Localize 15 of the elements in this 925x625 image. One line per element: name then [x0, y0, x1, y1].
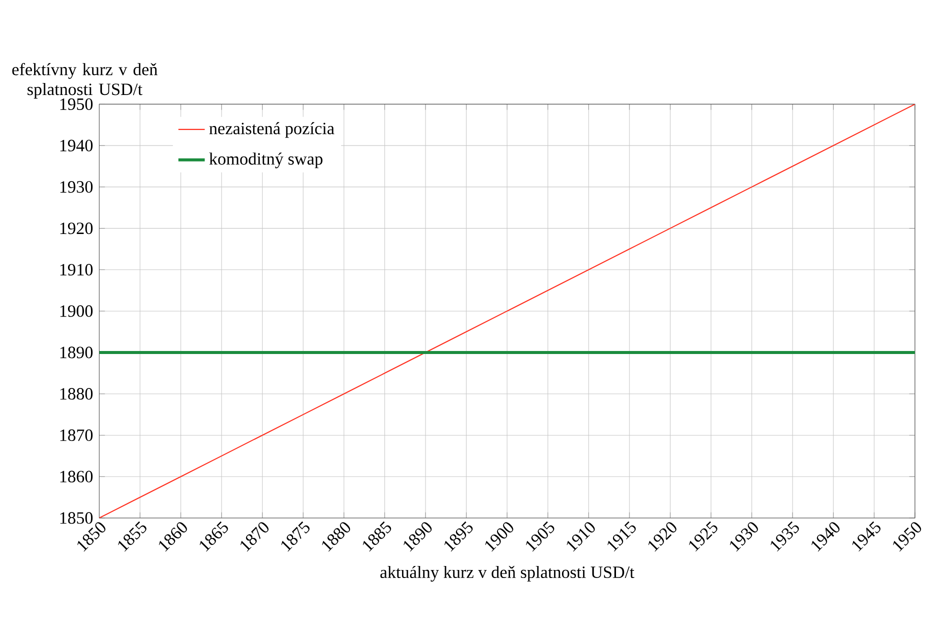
- y-tick-label: 1930: [60, 181, 93, 193]
- y-tick-label: 1910: [60, 264, 93, 276]
- legend-label: nezaistená pozícia: [209, 122, 334, 138]
- y-axis-title: efektívny kurz v deň splatnosti USD/t: [12, 62, 158, 99]
- y-tick-label: 1900: [60, 305, 93, 317]
- y-tick-label: 1870: [60, 429, 93, 441]
- y-tick-label: 1880: [60, 388, 93, 400]
- legend-label: komoditný swap: [209, 152, 322, 168]
- x-axis-title: aktuálny kurz v deň splatnosti USD/t: [380, 566, 634, 582]
- y-tick-label: 1860: [60, 470, 93, 482]
- y-tick-label: 1940: [60, 140, 93, 152]
- y-tick-label: 1850: [60, 512, 93, 524]
- y-tick-label: 1890: [60, 346, 93, 358]
- y-tick-label: 1950: [60, 98, 93, 110]
- y-tick-label: 1920: [60, 222, 93, 234]
